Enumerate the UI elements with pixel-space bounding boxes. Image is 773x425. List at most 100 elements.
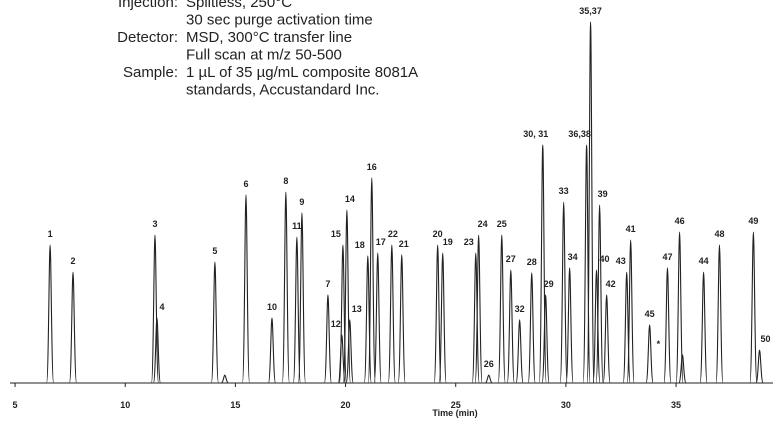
- peak: [210, 261, 219, 384]
- peak-label: 7: [325, 279, 330, 289]
- peak: [363, 255, 372, 384]
- peak: [373, 252, 382, 384]
- peak-label: 2: [71, 256, 76, 266]
- peak-label: 9: [299, 197, 304, 207]
- peak-label: 26: [484, 359, 494, 369]
- peak-label: 12: [331, 319, 341, 329]
- peak: [675, 231, 684, 384]
- condition-text: standards, Accustandard Inc.: [186, 81, 379, 98]
- peak-label: 23: [464, 237, 474, 247]
- peak: [367, 177, 376, 384]
- peak: [663, 267, 672, 384]
- peak: [497, 234, 506, 384]
- peak-label: 36,38: [568, 129, 591, 139]
- peak-label: 18: [355, 240, 365, 250]
- peak-label: 6: [243, 179, 248, 189]
- peak: [471, 252, 480, 384]
- peak: [699, 271, 708, 384]
- peak-label: 25: [497, 219, 507, 229]
- peak-label: 35,37: [579, 6, 602, 16]
- x-axis-title: Time (min): [432, 408, 477, 418]
- peak: [602, 294, 611, 384]
- peak-label: 15: [331, 229, 341, 239]
- peak-label: 4: [159, 302, 164, 312]
- peak-label: 34: [568, 252, 578, 262]
- condition-label: Injection:: [118, 0, 178, 11]
- peak-label: 8: [283, 176, 288, 186]
- peak-label: 45: [645, 309, 655, 319]
- condition-text: 30 sec purge activation time: [186, 11, 373, 28]
- peak: [397, 254, 406, 384]
- x-tick-label: 35: [671, 400, 681, 410]
- peak-label: 50: [761, 334, 771, 344]
- peak: [323, 294, 332, 384]
- peak: [582, 144, 591, 384]
- peak: [515, 319, 524, 384]
- peak: [387, 244, 396, 384]
- peak: [506, 269, 515, 384]
- peak: [527, 272, 536, 384]
- condition-text: 1 µL of 35 µg/mL composite 8081A: [186, 64, 418, 81]
- condition-label: Detector:: [117, 29, 178, 46]
- x-tick-label: 15: [230, 400, 240, 410]
- peak-label: 5: [212, 246, 217, 256]
- peak: [267, 317, 277, 384]
- peak-label: 14: [345, 194, 355, 204]
- peak-label: 47: [662, 252, 672, 262]
- peak: [46, 244, 55, 384]
- peak: [221, 374, 229, 384]
- condition-text: Full scan at m/z 50-500: [186, 46, 342, 63]
- peak-label: 24: [478, 219, 488, 229]
- peak-label: 10: [267, 302, 277, 312]
- peak-label: 1: [48, 229, 53, 239]
- peak: [592, 269, 601, 384]
- condition-label: Sample:: [123, 64, 178, 81]
- peak-label: 49: [748, 216, 758, 226]
- peak: [152, 317, 162, 384]
- peak-label: 42: [606, 279, 616, 289]
- peak-label: 27: [506, 254, 516, 264]
- peak-label: 19: [443, 237, 453, 247]
- peak: [715, 244, 724, 384]
- peak: [485, 374, 493, 384]
- peak: [749, 231, 758, 384]
- peak: [595, 204, 604, 384]
- peak: [626, 239, 635, 384]
- peak: [755, 349, 764, 384]
- x-tick-label: 25: [451, 400, 461, 410]
- peak: [645, 324, 654, 384]
- peak-label: 30, 31: [523, 129, 548, 139]
- peak: [297, 212, 307, 384]
- condition-text: MSD, 300°C transfer line: [186, 29, 352, 46]
- peak: [345, 319, 354, 384]
- peak: [474, 234, 483, 384]
- peak-label: 29: [544, 279, 554, 289]
- condition-text: Splitless, 250°C: [186, 0, 292, 11]
- peak-label: 40: [600, 254, 610, 264]
- peak: [538, 144, 547, 384]
- peak-label: 39: [598, 189, 608, 199]
- peak-label: 33: [559, 186, 569, 196]
- peak-label: 32: [515, 304, 525, 314]
- peak-label: 41: [626, 224, 636, 234]
- peak-label: 11: [292, 221, 302, 231]
- peak-label: 22: [388, 229, 398, 239]
- peak: [438, 252, 447, 384]
- peak: [68, 271, 78, 384]
- x-tick-label: 5: [13, 400, 18, 410]
- peak: [292, 236, 301, 384]
- peak: [541, 294, 550, 384]
- x-tick-label: 10: [120, 400, 130, 410]
- peak: [241, 194, 251, 384]
- peak-label: 46: [675, 216, 685, 226]
- peak: [565, 267, 574, 384]
- peak-label: 3: [152, 219, 157, 229]
- peak-label: 21: [399, 239, 409, 249]
- peak-label: 48: [714, 229, 724, 239]
- peak: [586, 21, 595, 384]
- peak-label: 13: [352, 304, 362, 314]
- peak: [559, 201, 568, 384]
- peak-label: 43: [616, 256, 626, 266]
- peak: [678, 354, 687, 384]
